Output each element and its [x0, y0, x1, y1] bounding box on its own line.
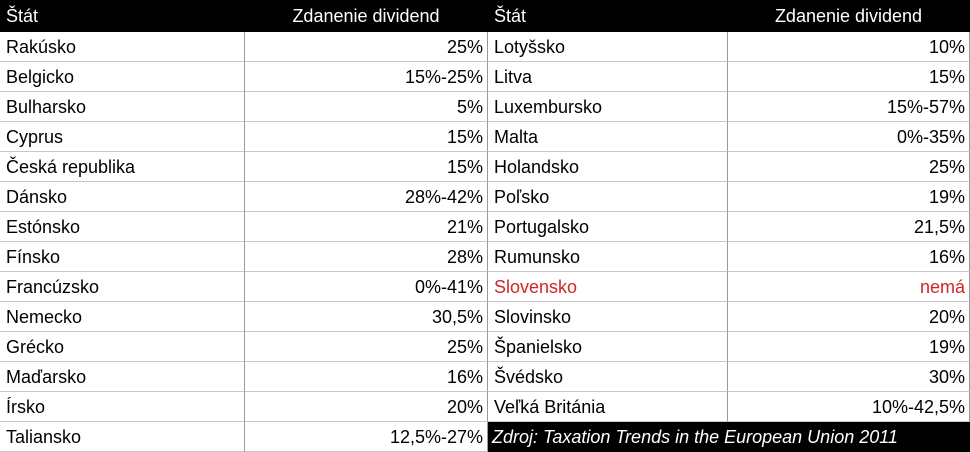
tax-cell: 19% — [728, 332, 970, 362]
country-cell: Slovensko — [488, 272, 728, 302]
tax-cell: 21% — [245, 212, 488, 242]
country-cell: Česká republika — [0, 152, 245, 182]
tax-cell: 20% — [245, 392, 488, 422]
tax-cell: 25% — [245, 32, 488, 62]
country-cell: Lotyšsko — [488, 32, 728, 62]
tax-cell: 15%-57% — [728, 92, 970, 122]
country-cell: Slovinsko — [488, 302, 728, 332]
tax-cell: 0%-35% — [728, 122, 970, 152]
tax-cell: 20% — [728, 302, 970, 332]
country-cell: Bulharsko — [0, 92, 245, 122]
tax-cell: 15% — [728, 62, 970, 92]
country-cell: Nemecko — [0, 302, 245, 332]
tax-cell: 16% — [245, 362, 488, 392]
tax-cell: 16% — [728, 242, 970, 272]
tax-cell: 30% — [728, 362, 970, 392]
tax-cell: 15%-25% — [245, 62, 488, 92]
country-cell: Estónsko — [0, 212, 245, 242]
tax-cell: 30,5% — [245, 302, 488, 332]
tax-cell: 10% — [728, 32, 970, 62]
country-cell: Írsko — [0, 392, 245, 422]
country-cell: Francúzsko — [0, 272, 245, 302]
country-cell: Rumunsko — [488, 242, 728, 272]
country-cell: Veľká Británia — [488, 392, 728, 422]
country-cell: Švédsko — [488, 362, 728, 392]
country-cell: Grécko — [0, 332, 245, 362]
tax-cell: 15% — [245, 122, 488, 152]
tax-cell: 12,5%-27% — [245, 422, 488, 452]
tax-cell: 5% — [245, 92, 488, 122]
country-cell: Dánsko — [0, 182, 245, 212]
tax-cell: 10%-42,5% — [728, 392, 970, 422]
header-cell: Zdanenie dividend — [245, 0, 488, 32]
tax-cell: 0%-41% — [245, 272, 488, 302]
country-cell: Rakúsko — [0, 32, 245, 62]
header-cell: Štát — [0, 0, 245, 32]
tax-cell: nemá — [728, 272, 970, 302]
country-cell: Španielsko — [488, 332, 728, 362]
country-cell: Fínsko — [0, 242, 245, 272]
country-cell: Luxembursko — [488, 92, 728, 122]
country-cell: Poľsko — [488, 182, 728, 212]
country-cell: Maďarsko — [0, 362, 245, 392]
country-cell: Belgicko — [0, 62, 245, 92]
country-cell: Litva — [488, 62, 728, 92]
header-cell: Zdanenie dividend — [728, 0, 970, 32]
country-cell: Holandsko — [488, 152, 728, 182]
header-cell: Štát — [488, 0, 728, 32]
country-cell: Taliansko — [0, 422, 245, 452]
country-cell: Malta — [488, 122, 728, 152]
tax-cell: 28% — [245, 242, 488, 272]
tax-cell: 19% — [728, 182, 970, 212]
tax-cell: 25% — [245, 332, 488, 362]
source-note: Zdroj: Taxation Trends in the European U… — [488, 422, 970, 452]
country-cell: Cyprus — [0, 122, 245, 152]
tax-cell: 21,5% — [728, 212, 970, 242]
country-cell: Portugalsko — [488, 212, 728, 242]
tax-cell: 28%-42% — [245, 182, 488, 212]
tax-cell: 25% — [728, 152, 970, 182]
tax-cell: 15% — [245, 152, 488, 182]
